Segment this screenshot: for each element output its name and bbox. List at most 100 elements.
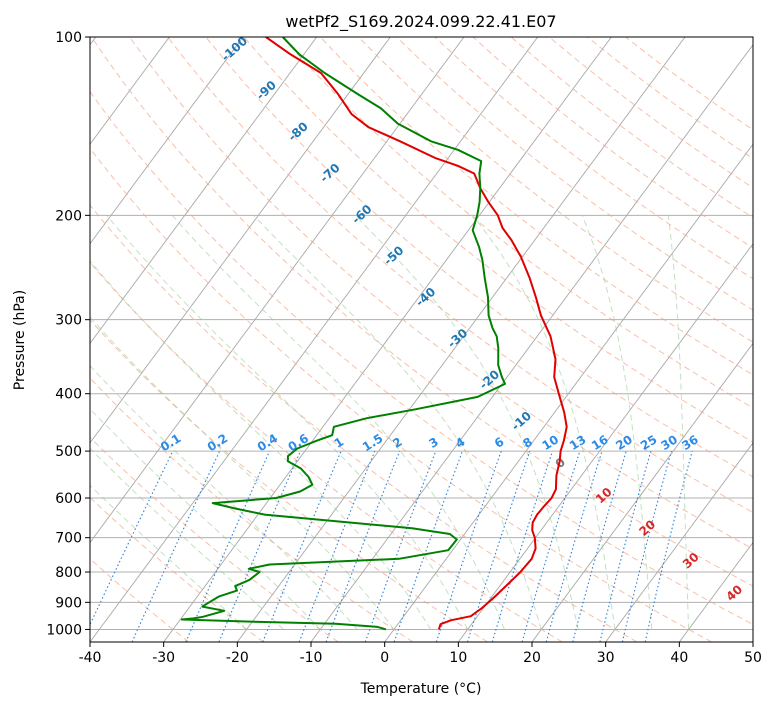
mixing-ratio-label: 20: [613, 432, 635, 453]
dry-adiabat-line: [90, 37, 753, 587]
y-axis: 100 200 300 400 500 600 700 800 900 1000: [46, 30, 90, 638]
mixing-ratio-line: [466, 450, 531, 642]
moist-adiabat-line: [253, 214, 542, 630]
moist-adiabat-line: [667, 215, 690, 630]
isotherm-label: 40: [723, 582, 745, 604]
mixing-ratio-line: [325, 450, 401, 642]
x-tick-label: -30: [152, 650, 175, 666]
mixing-ratio-line: [545, 450, 603, 642]
dry-adiabat-label: -90: [253, 78, 278, 103]
dry-adiabat-line: [358, 37, 753, 343]
isotherm-line: [752, 641, 753, 642]
y-tick-label: 900: [55, 595, 82, 611]
isotherm-line: [384, 143, 753, 642]
dry-adiabat-line: [90, 377, 414, 642]
moist-adiabat-line: [581, 215, 653, 630]
mixing-ratio-line: [621, 450, 672, 642]
x-tick-label: 30: [597, 650, 615, 666]
isotherm-line: [90, 37, 170, 146]
y-tick-label: 800: [55, 565, 82, 581]
isotherm-line: [310, 43, 753, 642]
mixing-ratio-line: [185, 450, 271, 642]
isotherm-line: [90, 37, 465, 544]
plot-frame: [89, 36, 754, 643]
y-tick-label: 600: [55, 491, 82, 507]
moist-adiabat-line: [90, 408, 321, 630]
mixing-ratio-label: 13: [567, 432, 589, 453]
x-tick-label: 10: [449, 650, 467, 666]
moist-adiabat-line: [106, 214, 469, 630]
dry-adiabat-label: -70: [317, 161, 342, 186]
mixing-ratio-line: [491, 450, 554, 642]
moist-adiabat-line: [90, 260, 432, 630]
x-tick-label: 20: [523, 650, 541, 666]
mixing-ratio-line: [572, 450, 627, 642]
y-axis-label: Pressure (hPa): [12, 290, 28, 390]
x-tick-label: 0: [380, 650, 389, 666]
y-tick-label: 100: [55, 30, 82, 46]
dry-adiabat-line: [281, 37, 753, 409]
x-tick-label: -40: [79, 650, 102, 666]
dry-adiabat-label: -30: [445, 326, 470, 351]
isotherm-line: [531, 342, 753, 642]
mixing-ratio-label: 10: [540, 432, 562, 453]
y-tick-label: 400: [55, 387, 82, 403]
dry-adiabat-label: -10: [509, 409, 534, 434]
mixing-ratio-label: 4: [453, 435, 468, 451]
moist-adiabat-line: [90, 447, 284, 630]
chart-title: wetPf2_S169.2024.099.22.41.E07: [285, 12, 556, 32]
mixing-ratio-line: [644, 450, 693, 642]
isotherm-line: [90, 37, 244, 245]
isotherm-line: [236, 37, 686, 642]
mixing-ratio-label: 16: [589, 432, 611, 453]
isotherm-line: [163, 37, 612, 642]
y-tick-label: 500: [55, 444, 82, 460]
isotherm-line: [457, 243, 753, 642]
mixing-ratio-line: [90, 450, 174, 626]
dry-adiabat-line: [90, 319, 488, 642]
mixing-ratio-line: [599, 450, 652, 642]
dry-adiabat-line: [319, 37, 753, 376]
dry-adiabat-line: [129, 37, 753, 550]
dry-adiabat-label: -40: [413, 285, 438, 310]
mixing-ratio-label: 3: [426, 435, 441, 451]
moist-adiabat-line: [354, 214, 579, 630]
mixing-ratio-line: [262, 450, 342, 642]
dewpoint-profile-line: [180, 37, 506, 631]
isotherm-line: [90, 37, 318, 345]
moist-adiabat-line: [90, 484, 247, 630]
dry-adiabat-line: [90, 261, 563, 642]
x-tick-label: 50: [744, 650, 762, 666]
x-axis-label: Temperature (°C): [360, 681, 482, 697]
mixing-ratio-line: [218, 450, 302, 642]
isotherm-label: 30: [680, 550, 702, 572]
isotherm-label: 20: [636, 517, 658, 539]
dry-adiabat-label: -60: [349, 202, 374, 227]
dry-adiabat-line: [167, 37, 753, 514]
dry-adiabat-label: -80: [285, 119, 310, 144]
y-tick-label: 200: [55, 208, 82, 224]
dry-adiabat-line: [90, 436, 339, 642]
x-axis: -40 -30 -20 -10 0 10 20 30 40 50: [79, 642, 762, 666]
mixing-ratio-line: [435, 450, 502, 642]
background-guide-lines: [90, 37, 753, 642]
mixing-ratio-line: [364, 450, 437, 642]
moist-adiabat-line: [472, 214, 616, 630]
dry-adiabat-line: [396, 37, 753, 311]
y-tick-label: 700: [55, 531, 82, 547]
isotherm-line: [90, 37, 539, 642]
y-tick-label: 300: [55, 313, 82, 329]
mixing-ratio-line: [393, 450, 463, 642]
x-tick-label: 40: [670, 650, 688, 666]
moist-adiabat-line: [171, 214, 505, 630]
x-tick-label: -10: [300, 650, 323, 666]
dry-adiabat-line: [90, 558, 190, 642]
mixing-ratio-label: 30: [658, 432, 680, 453]
mixing-ratio-label: 1: [332, 435, 347, 451]
dry-adiabat-line: [90, 90, 753, 626]
temperature-profile-line: [265, 37, 568, 630]
mixing-ratio-line: [131, 450, 221, 642]
dry-adiabat-line: [90, 147, 712, 642]
